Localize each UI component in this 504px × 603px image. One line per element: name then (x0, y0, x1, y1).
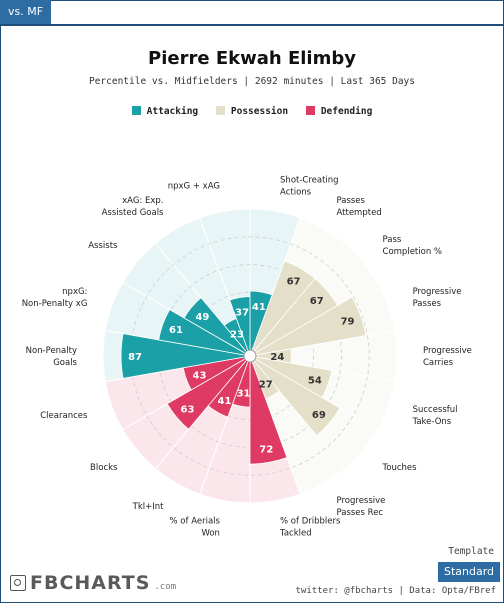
legend-item-attacking: Attacking (131, 106, 199, 117)
category-label-progressive-carries: Progressive Carries (423, 346, 472, 368)
legend-swatch-defending (305, 106, 315, 115)
value-label-touches: 69 (312, 410, 326, 421)
category-label-touches: Touches (382, 463, 418, 473)
value-label-npxg-non-penalty-xg: 61 (169, 325, 183, 336)
value-label-blocks: 63 (181, 404, 195, 415)
value-label-assists: 49 (195, 312, 209, 323)
value-label-tkl-int: 41 (218, 396, 232, 407)
legend-label-defending: Defending (320, 106, 373, 117)
value-label-pass-completion: 67 (310, 296, 324, 307)
fbcharts-logo: FBCHARTS .com (10, 572, 176, 594)
logo-text: FBCHARTS (30, 572, 151, 594)
category-label-npxg-non-penalty-xg: npxG: Non-Penalty xG (22, 287, 88, 309)
category-label-non-penalty-goals: Non-Penalty Goals (26, 346, 78, 368)
value-label-of-aerials-won: 31 (237, 389, 251, 400)
value-label-clearances: 43 (193, 370, 207, 381)
category-label-tkl-int: Tkl+Int (132, 502, 164, 512)
category-label-shot-creating-actions: Shot-Creating Actions (280, 176, 339, 198)
chart-title: Pierre Ekwah Elimby (148, 48, 356, 69)
tab-vs-mf[interactable]: vs. MF (0, 0, 52, 24)
chart-subtitle: Percentile vs. Midfielders | 2692 minute… (88, 76, 415, 87)
bar-of-dribblers-tackled (249, 355, 288, 465)
category-label-pass-completion: Pass Completion % (383, 235, 442, 257)
bar-touches (249, 355, 341, 437)
legend: Attacking Possession Defending (0, 106, 504, 117)
category-label-of-dribblers-tackled: % of Dribblers Tackled (279, 516, 341, 538)
legend-label-possession: Possession (230, 106, 289, 117)
category-label-progressive-passes: Progressive Passes (413, 287, 462, 309)
legend-item-defending: Defending (305, 106, 373, 117)
category-label-of-aerials-won: % of Aerials Won (170, 516, 221, 538)
category-label-successful-take-ons: Successful Take-Ons (412, 405, 458, 427)
template-label: Template (448, 546, 494, 557)
value-label-xag-exp-assisted-goals: 23 (230, 330, 244, 341)
logo-icon (10, 575, 26, 591)
legend-swatch-attacking (131, 106, 141, 115)
category-label-npxg-xag: npxG + xAG (168, 182, 220, 192)
template-standard-button[interactable]: Standard (438, 562, 500, 582)
value-label-passes-attempted: 67 (287, 277, 301, 288)
value-label-npxg-xag: 37 (235, 307, 249, 318)
center-dot (243, 349, 257, 363)
credit-text: twitter: @fbcharts | Data: Opta/FBref (295, 586, 496, 596)
value-label-shot-creating-actions: 41 (252, 302, 266, 313)
category-label-passes-attempted: Passes Attempted (337, 196, 382, 218)
category-label-assists: Assists (88, 241, 118, 251)
value-label-progressive-carries: 24 (270, 352, 284, 363)
tab-divider (0, 24, 504, 26)
category-label-clearances: Clearances (40, 411, 88, 421)
category-label-xag-exp-assisted-goals: xAG: Exp. Assisted Goals (102, 196, 164, 218)
value-label-progressive-passes: 79 (341, 316, 355, 327)
legend-swatch-possession (215, 106, 225, 115)
category-label-blocks: Blocks (90, 463, 118, 473)
value-label-successful-take-ons: 54 (308, 376, 322, 387)
category-label-progressive-passes-rec: Progressive Passes Rec (337, 496, 386, 518)
value-label-progressive-passes-rec: 27 (259, 379, 273, 390)
bar-progressive-passes (249, 296, 367, 357)
value-label-non-penalty-goals: 87 (128, 352, 142, 363)
bar-npxg-xag (229, 296, 251, 357)
value-label-of-dribblers-tackled: 72 (259, 445, 273, 456)
legend-item-possession: Possession (215, 106, 289, 117)
legend-label-attacking: Attacking (146, 106, 199, 117)
logo-suffix: .com (154, 582, 177, 592)
